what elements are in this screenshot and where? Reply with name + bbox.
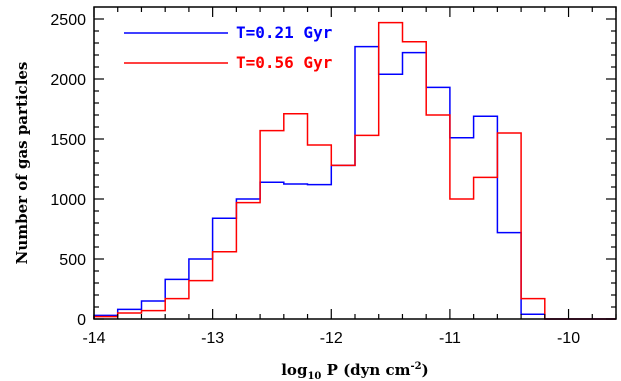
- x-tick-label: -11: [439, 330, 461, 347]
- legend: T=0.21 Gyr T=0.56 Gyr: [124, 23, 332, 72]
- x-tick-label: -12: [320, 330, 343, 347]
- y-tick-label: 0: [77, 312, 86, 329]
- x-tick-label: -13: [201, 330, 224, 347]
- y-tick-label: 1000: [50, 192, 86, 209]
- y-axis-title: Number of gas particles: [13, 62, 31, 265]
- y-tick-label: 1500: [50, 132, 86, 149]
- tick-layer: -14 -13 -12 -11 -10 0 500 1000 1500 2000 2500: [50, 7, 617, 347]
- x-axis-title: log10 P (dyn cm-2): [281, 361, 429, 381]
- legend-label-red: T=0.56 Gyr: [236, 53, 332, 72]
- legend-label-blue: T=0.21 Gyr: [236, 23, 332, 42]
- series-layer: [93, 21, 616, 320]
- y-tick-label: 500: [59, 252, 86, 269]
- series-line-1: [93, 21, 616, 320]
- x-tick-label: -14: [82, 330, 105, 347]
- series-line-0: [93, 45, 616, 320]
- x-tick-label: -10: [557, 330, 580, 347]
- y-tick-label: 2000: [50, 72, 86, 89]
- y-tick-label: 2500: [50, 12, 86, 29]
